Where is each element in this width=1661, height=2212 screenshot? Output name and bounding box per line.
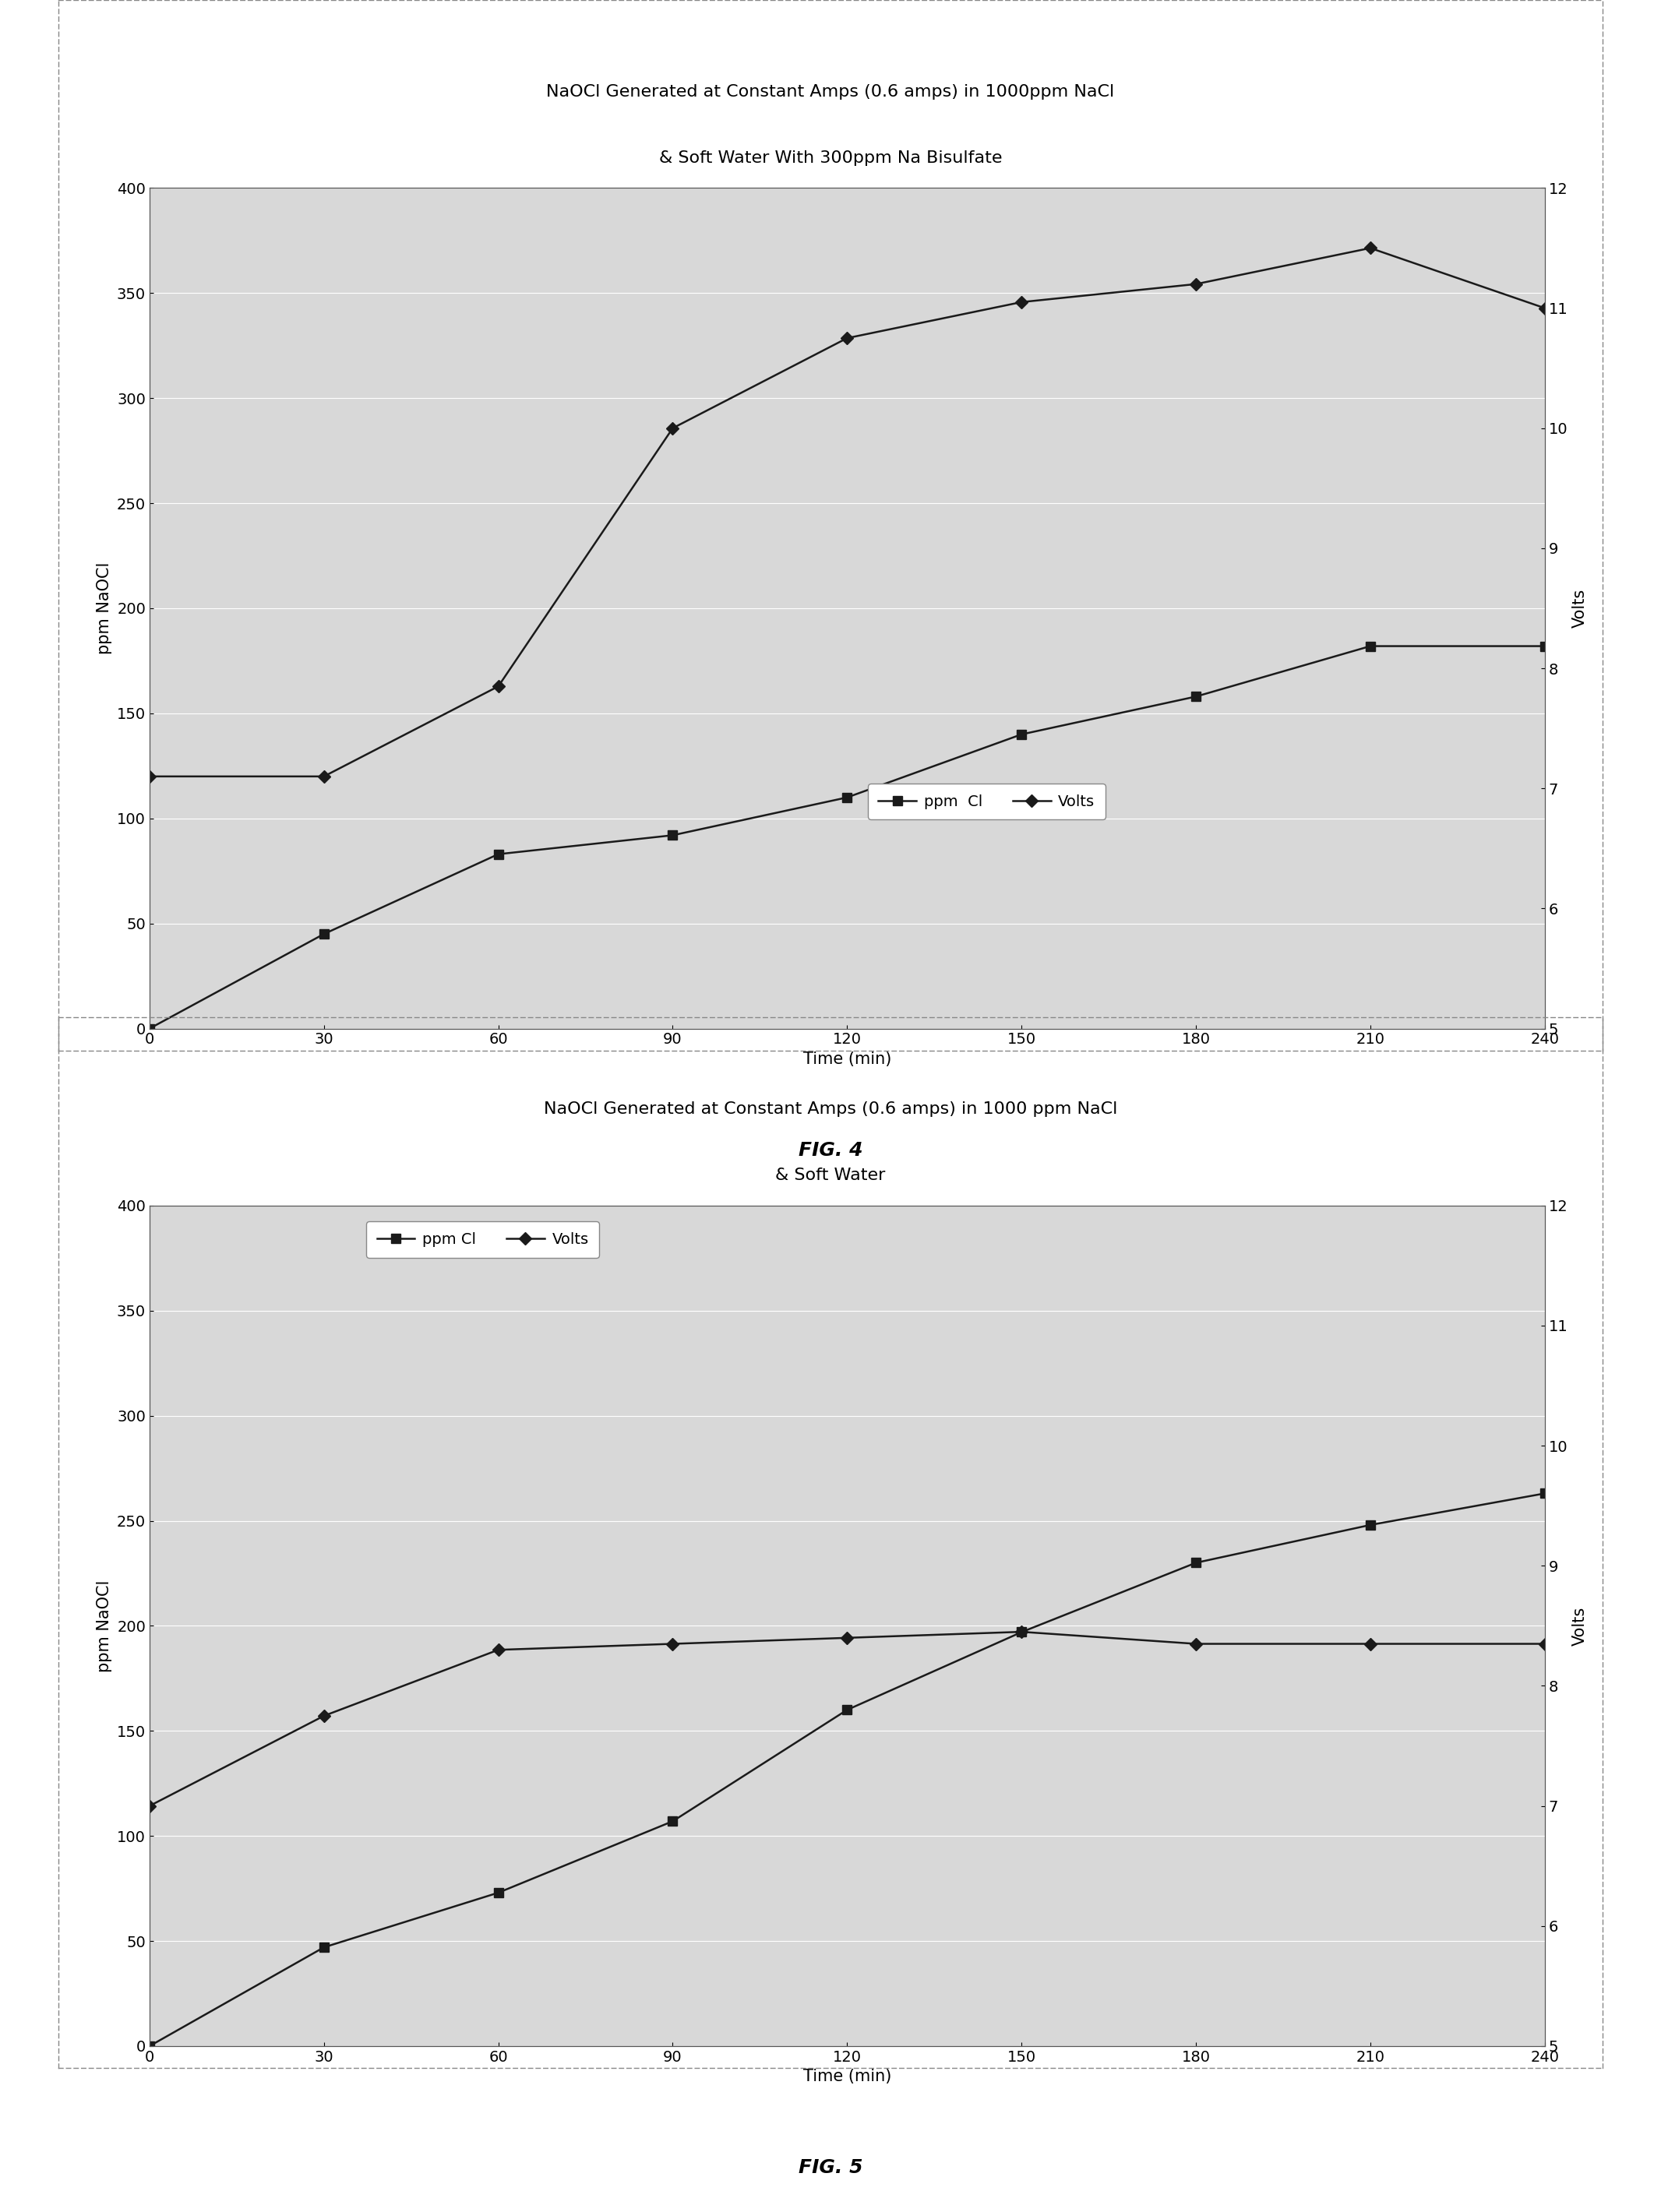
ppm  Cl: [1012, 721, 1031, 748]
ppm  Cl: [140, 1015, 159, 1042]
X-axis label: Time (min): Time (min): [802, 1051, 892, 1066]
Volts: [1012, 290, 1031, 316]
Volts: [663, 416, 683, 442]
ppm Cl: [1360, 1511, 1380, 1537]
Text: FIG. 5: FIG. 5: [799, 2159, 862, 2177]
Legend: ppm Cl, Volts: ppm Cl, Volts: [367, 1221, 600, 1256]
ppm  Cl: [1535, 633, 1555, 659]
Text: NaOCl Generated at Constant Amps (0.6 amps) in 1000 ppm NaCl: NaOCl Generated at Constant Amps (0.6 am…: [543, 1102, 1118, 1117]
ppm Cl: [314, 1933, 334, 1960]
Volts: [1186, 1630, 1206, 1657]
Volts: [140, 763, 159, 790]
ppm  Cl: [314, 920, 334, 947]
Volts: [1360, 1630, 1380, 1657]
ppm  Cl: [663, 823, 683, 849]
Text: FIG. 4: FIG. 4: [799, 1141, 862, 1159]
ppm  Cl: [837, 783, 857, 810]
Y-axis label: ppm NaOCl: ppm NaOCl: [96, 1579, 113, 1672]
ppm Cl: [140, 2033, 159, 2059]
ppm  Cl: [1186, 684, 1206, 710]
Line: ppm  Cl: ppm Cl: [145, 641, 1550, 1033]
Volts: [837, 1624, 857, 1650]
Volts: [1186, 270, 1206, 296]
Volts: [1535, 294, 1555, 321]
Text: & Soft Water With 300ppm Na Bisulfate: & Soft Water With 300ppm Na Bisulfate: [659, 150, 1002, 166]
ppm  Cl: [1360, 633, 1380, 659]
ppm  Cl: [488, 841, 508, 867]
Volts: [488, 1637, 508, 1663]
X-axis label: Time (min): Time (min): [802, 2068, 892, 2084]
Volts: [488, 672, 508, 699]
ppm Cl: [1535, 1480, 1555, 1506]
Volts: [140, 1792, 159, 1818]
Volts: [1012, 1619, 1031, 1646]
Text: & Soft Water: & Soft Water: [776, 1168, 885, 1183]
ppm Cl: [663, 1807, 683, 1834]
Y-axis label: Volts: Volts: [1571, 1606, 1588, 1646]
Volts: [1360, 234, 1380, 261]
ppm Cl: [837, 1697, 857, 1723]
Y-axis label: ppm NaOCl: ppm NaOCl: [96, 562, 113, 655]
Y-axis label: Volts: Volts: [1571, 588, 1588, 628]
Line: Volts: Volts: [145, 1628, 1550, 1809]
ppm Cl: [488, 1880, 508, 1907]
Volts: [314, 763, 334, 790]
Volts: [837, 325, 857, 352]
Legend: ppm  Cl, Volts: ppm Cl, Volts: [867, 783, 1106, 821]
ppm Cl: [1012, 1619, 1031, 1646]
ppm Cl: [1186, 1548, 1206, 1575]
Volts: [1535, 1630, 1555, 1657]
Text: NaOCl Generated at Constant Amps (0.6 amps) in 1000ppm NaCl: NaOCl Generated at Constant Amps (0.6 am…: [546, 84, 1115, 100]
Volts: [663, 1630, 683, 1657]
Line: Volts: Volts: [145, 243, 1550, 781]
Volts: [314, 1703, 334, 1730]
Line: ppm Cl: ppm Cl: [145, 1489, 1550, 2051]
